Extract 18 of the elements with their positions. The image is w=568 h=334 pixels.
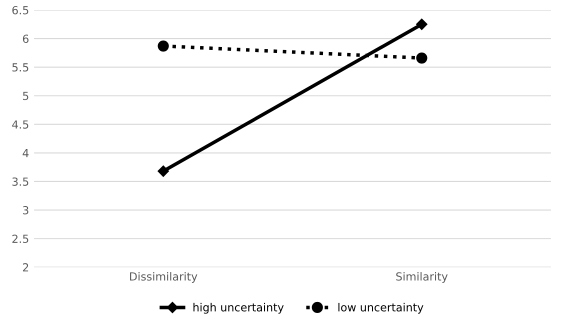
- y-tick-label: 5: [23, 92, 28, 100]
- y-tick-label: 5.5: [12, 63, 28, 72]
- point: [416, 52, 428, 64]
- point: [158, 166, 169, 177]
- x-tick-label: Similarity: [396, 272, 448, 283]
- y-tick-label: 2: [22, 263, 28, 272]
- y-tick-label: 2.5: [12, 234, 28, 244]
- x-tick-label: Dissimilarity: [130, 272, 198, 283]
- point: [158, 40, 169, 52]
- legend-label: high uncertainty: [193, 302, 284, 314]
- y-tick-label: 4: [22, 149, 29, 158]
- point: [416, 18, 428, 30]
- y-tick-label: 3.5: [12, 177, 28, 186]
- y-tick-label: 6: [22, 34, 29, 43]
- legend-label: low uncertainty: [338, 302, 424, 314]
- y-tick-label: 6.5: [12, 6, 28, 14]
- y-tick-label: 3: [22, 206, 28, 214]
- y-tick-label: 4.5: [12, 120, 28, 129]
